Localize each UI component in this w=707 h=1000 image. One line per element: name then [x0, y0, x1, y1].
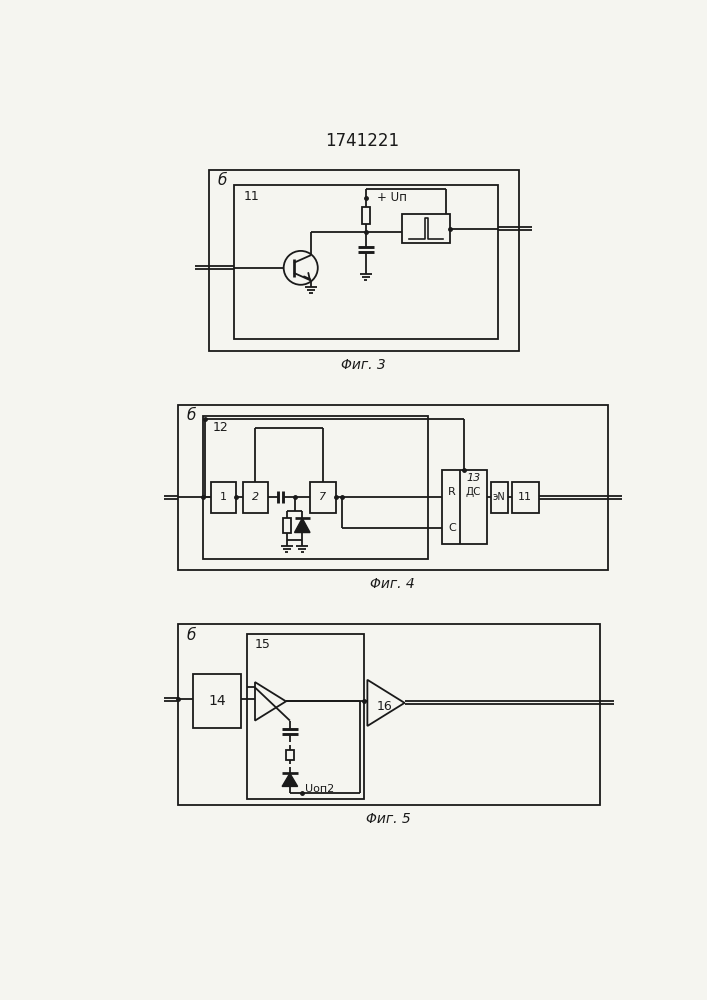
Bar [243, 482, 268, 513]
Text: ДС: ДС [465, 487, 481, 497]
Text: 11: 11 [243, 190, 259, 203]
Text: б: б [187, 408, 196, 423]
Text: б: б [187, 628, 196, 643]
Polygon shape [295, 518, 310, 533]
Text: 15: 15 [255, 638, 271, 651]
Text: + Uп: + Uп [377, 191, 407, 204]
Text: б: б [218, 173, 227, 188]
Text: 13: 13 [467, 473, 481, 483]
Text: 7: 7 [320, 492, 327, 502]
Bar [247, 634, 363, 799]
Bar [177, 624, 600, 805]
Text: 16: 16 [376, 700, 392, 713]
Bar [512, 482, 539, 513]
Polygon shape [282, 773, 298, 786]
Text: 1741221: 1741221 [325, 132, 399, 150]
Text: 11: 11 [518, 492, 532, 502]
Text: 2: 2 [252, 492, 259, 502]
Text: эN: эN [493, 492, 506, 502]
Bar [442, 470, 486, 544]
Text: C: C [448, 523, 456, 533]
Bar [491, 482, 508, 513]
Text: Φиг. 4: Φиг. 4 [370, 577, 415, 591]
Text: 12: 12 [212, 421, 228, 434]
Bar [402, 214, 450, 243]
Text: 14: 14 [209, 694, 226, 708]
Bar [283, 518, 291, 533]
Text: Φиг. 5: Φиг. 5 [366, 812, 411, 826]
Text: Uоп2: Uоп2 [305, 784, 334, 794]
Bar [203, 416, 428, 559]
Bar [193, 674, 241, 728]
Text: 1: 1 [220, 492, 227, 502]
Bar [177, 405, 607, 570]
Bar [234, 185, 498, 339]
Text: Φиг. 3: Φиг. 3 [341, 358, 386, 372]
Bar [362, 207, 370, 224]
Bar [209, 170, 518, 351]
Bar [211, 482, 236, 513]
Bar [310, 482, 336, 513]
Bar [286, 750, 293, 760]
Text: R̄: R̄ [448, 487, 456, 497]
